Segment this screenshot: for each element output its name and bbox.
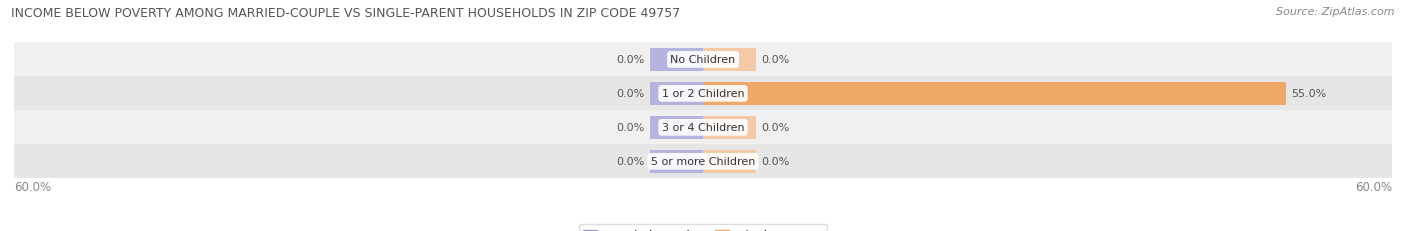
Text: 0.0%: 0.0% <box>761 123 790 133</box>
Text: 5 or more Children: 5 or more Children <box>651 157 755 167</box>
Text: INCOME BELOW POVERTY AMONG MARRIED-COUPLE VS SINGLE-PARENT HOUSEHOLDS IN ZIP COD: INCOME BELOW POVERTY AMONG MARRIED-COUPL… <box>11 7 681 20</box>
Bar <box>14 111 1392 145</box>
Legend: Married Couples, Single Parents: Married Couples, Single Parents <box>579 224 827 231</box>
Text: 60.0%: 60.0% <box>14 180 51 193</box>
Bar <box>703 82 1286 106</box>
Text: 0.0%: 0.0% <box>616 157 645 167</box>
Bar <box>650 49 703 72</box>
Bar <box>703 150 756 173</box>
Text: 55.0%: 55.0% <box>1291 89 1326 99</box>
Text: Source: ZipAtlas.com: Source: ZipAtlas.com <box>1277 7 1395 17</box>
Bar <box>14 145 1392 179</box>
Bar <box>650 150 703 173</box>
Text: 3 or 4 Children: 3 or 4 Children <box>662 123 744 133</box>
Text: 0.0%: 0.0% <box>761 157 790 167</box>
Text: 0.0%: 0.0% <box>616 55 645 65</box>
Text: 60.0%: 60.0% <box>1355 180 1392 193</box>
Bar <box>14 77 1392 111</box>
Text: 0.0%: 0.0% <box>761 55 790 65</box>
Bar <box>14 43 1392 77</box>
Bar <box>650 116 703 139</box>
Text: 0.0%: 0.0% <box>616 89 645 99</box>
Text: 0.0%: 0.0% <box>616 123 645 133</box>
Text: No Children: No Children <box>671 55 735 65</box>
Bar <box>703 49 756 72</box>
Text: 1 or 2 Children: 1 or 2 Children <box>662 89 744 99</box>
Bar <box>650 82 703 106</box>
Bar <box>703 116 756 139</box>
